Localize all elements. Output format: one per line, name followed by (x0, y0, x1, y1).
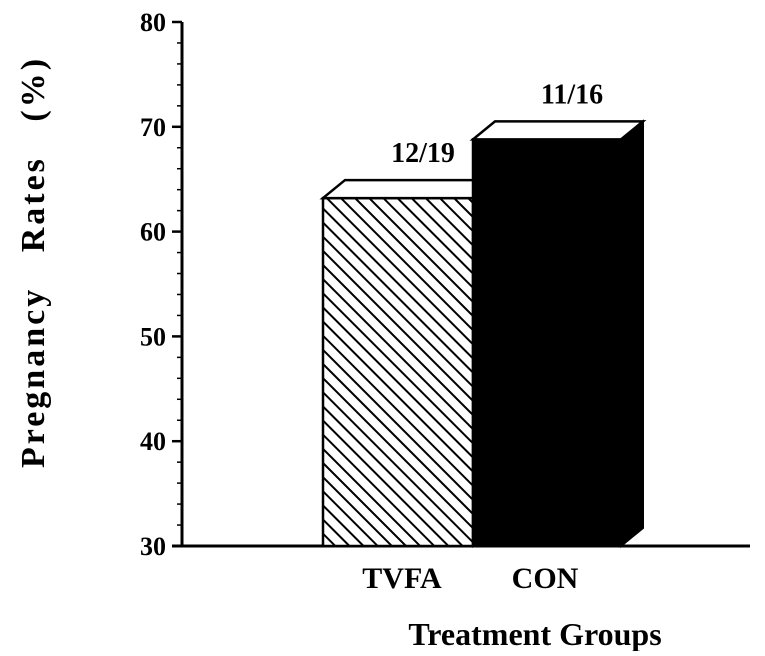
bar-side-con (620, 119, 644, 549)
data-label-tvfa: 12/19 (391, 138, 455, 169)
bar-top-tvfa (319, 178, 499, 200)
category-label-tvfa: TVFA (362, 562, 442, 595)
bar-con (471, 138, 623, 548)
category-label-con: CON (512, 562, 579, 595)
y-tick-label: 70 (140, 113, 166, 142)
bar-top-con (469, 120, 647, 141)
bar-tvfa (321, 196, 475, 548)
y-tick-label: 60 (140, 218, 166, 247)
y-axis-label: Pregnancy Rates (%) (15, 56, 52, 468)
x-axis-label: Treatment Groups (408, 616, 661, 651)
y-tick-label: 80 (140, 8, 166, 37)
data-label-con: 11/16 (541, 79, 603, 110)
y-tick-label: 50 (140, 322, 166, 351)
y-tick-label: 40 (140, 427, 166, 456)
y-tick-label: 30 (140, 532, 166, 561)
bars (319, 119, 647, 549)
labels: 30 40 50 60 70 80 Pregnancy Rates (%) Treatment… (15, 8, 662, 652)
